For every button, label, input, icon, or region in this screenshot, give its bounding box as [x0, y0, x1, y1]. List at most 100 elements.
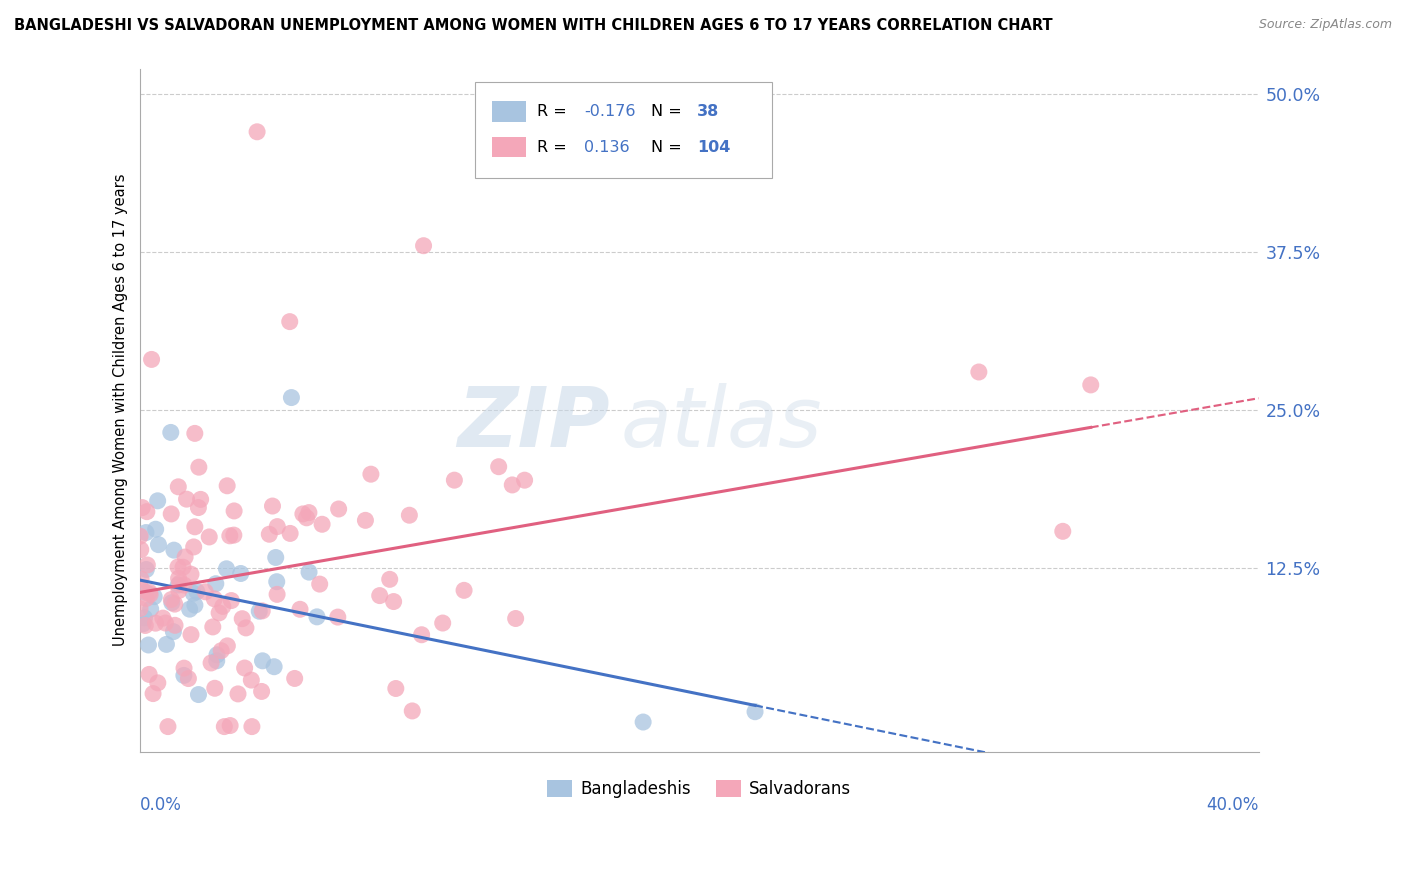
- Point: [198, 530, 221, 544]
- Point: [246, 125, 269, 139]
- Point: [194, 584, 217, 599]
- Text: -0.176: -0.176: [583, 104, 636, 119]
- Point: [159, 425, 181, 440]
- Point: [247, 604, 270, 618]
- Point: [129, 529, 152, 543]
- Point: [505, 611, 527, 625]
- Point: [187, 460, 209, 475]
- Text: atlas: atlas: [620, 384, 823, 465]
- Point: [266, 574, 288, 589]
- Point: [173, 661, 195, 675]
- Point: [205, 648, 228, 662]
- Point: [266, 587, 288, 601]
- Point: [146, 676, 169, 690]
- Point: [215, 562, 238, 576]
- Point: [132, 616, 155, 631]
- Point: [298, 506, 321, 520]
- Point: [209, 643, 232, 657]
- Point: [354, 513, 377, 527]
- Point: [134, 585, 156, 599]
- Point: [187, 500, 209, 515]
- Point: [284, 672, 307, 686]
- Point: [179, 602, 201, 616]
- Point: [222, 528, 245, 542]
- Point: [163, 597, 186, 611]
- Point: [134, 618, 156, 632]
- Point: [138, 667, 160, 681]
- Point: [231, 612, 253, 626]
- Point: [136, 558, 159, 572]
- Point: [204, 681, 226, 696]
- Point: [167, 578, 190, 592]
- Point: [184, 520, 207, 534]
- Point: [184, 598, 207, 612]
- Point: [173, 578, 195, 592]
- Point: [143, 590, 166, 604]
- Point: [129, 572, 152, 586]
- Point: [967, 365, 990, 379]
- Point: [328, 502, 350, 516]
- Point: [295, 511, 318, 525]
- Point: [200, 656, 222, 670]
- Point: [172, 560, 194, 574]
- Point: [134, 611, 156, 625]
- Point: [280, 391, 302, 405]
- Text: R =: R =: [537, 140, 576, 154]
- Text: ZIP: ZIP: [457, 384, 610, 465]
- Point: [744, 705, 766, 719]
- Point: [129, 601, 152, 615]
- Point: [152, 611, 174, 625]
- Point: [139, 602, 162, 616]
- Point: [167, 571, 190, 585]
- Point: [382, 594, 405, 608]
- FancyBboxPatch shape: [492, 102, 526, 122]
- Point: [181, 586, 204, 600]
- Y-axis label: Unemployment Among Women with Children Ages 6 to 17 years: Unemployment Among Women with Children A…: [114, 174, 128, 647]
- Point: [135, 525, 157, 540]
- Point: [160, 596, 183, 610]
- Point: [368, 589, 391, 603]
- Point: [129, 542, 152, 557]
- Text: 0.0%: 0.0%: [139, 797, 181, 814]
- Point: [266, 519, 288, 533]
- Point: [160, 592, 183, 607]
- Point: [167, 583, 190, 598]
- Point: [183, 540, 205, 554]
- Point: [169, 576, 191, 591]
- Point: [156, 720, 179, 734]
- Point: [501, 478, 523, 492]
- Point: [443, 473, 465, 487]
- Point: [145, 522, 167, 536]
- Point: [262, 499, 284, 513]
- Point: [278, 526, 301, 541]
- Point: [311, 517, 333, 532]
- FancyBboxPatch shape: [492, 136, 526, 157]
- Point: [186, 584, 208, 599]
- Point: [208, 606, 231, 620]
- Point: [139, 587, 162, 601]
- Point: [201, 620, 224, 634]
- Point: [135, 562, 157, 576]
- Point: [233, 661, 256, 675]
- Point: [202, 591, 225, 606]
- Point: [411, 628, 433, 642]
- Point: [138, 585, 160, 599]
- Point: [162, 624, 184, 639]
- Point: [250, 684, 273, 698]
- Point: [163, 618, 186, 632]
- Text: R =: R =: [537, 104, 572, 119]
- Point: [218, 529, 240, 543]
- Point: [235, 621, 257, 635]
- Point: [187, 688, 209, 702]
- Point: [288, 602, 311, 616]
- Point: [513, 473, 536, 487]
- Point: [148, 538, 170, 552]
- Point: [401, 704, 423, 718]
- Point: [141, 352, 163, 367]
- Point: [226, 687, 249, 701]
- Point: [131, 500, 153, 515]
- Point: [453, 583, 475, 598]
- Point: [135, 505, 157, 519]
- Text: 0.136: 0.136: [583, 140, 630, 154]
- Point: [180, 567, 202, 582]
